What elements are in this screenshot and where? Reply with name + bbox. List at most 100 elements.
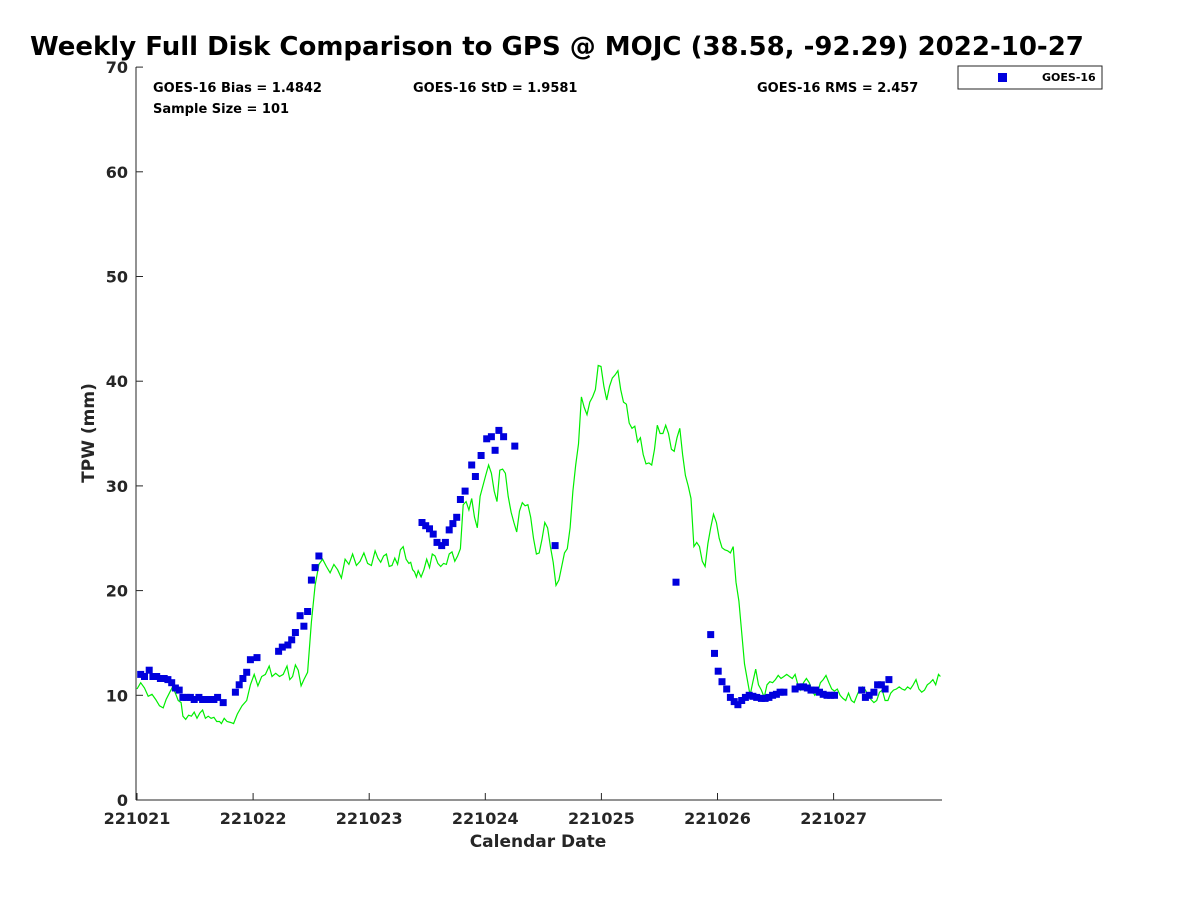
goes16-data-point xyxy=(734,701,742,709)
goes16-data-point xyxy=(426,525,433,533)
goes16-data-point xyxy=(477,452,485,459)
y-tick-label: 50 xyxy=(106,268,128,287)
goes16-data-point xyxy=(776,688,784,696)
goes16-data-point xyxy=(877,681,885,689)
goes16-data-point xyxy=(495,426,503,434)
goes16-data-point xyxy=(175,686,183,694)
goes16-data-point xyxy=(819,690,827,698)
goes16-data-point xyxy=(235,681,243,689)
goes16-data-point xyxy=(311,564,319,572)
goes16-data-point xyxy=(429,530,437,538)
goes16-data-point xyxy=(812,686,820,694)
goes16-data-point xyxy=(449,520,457,528)
goes16-data-point xyxy=(861,693,869,701)
goes16-data-point xyxy=(816,688,823,696)
y-axis-ticks: 0 10 20 30 40 50 60 70 xyxy=(106,58,143,810)
legend-label-goes16: GOES-16 xyxy=(1042,71,1096,84)
goes16-data-point xyxy=(738,697,746,704)
goes16-data-point xyxy=(468,461,476,469)
y-tick-label: 60 xyxy=(106,163,128,182)
goes16-data-point xyxy=(210,696,218,703)
goes16-data-point xyxy=(160,675,168,682)
goes16-data-point xyxy=(874,681,882,689)
goes16-data-point xyxy=(483,435,491,443)
goes16-data-point xyxy=(511,442,519,450)
goes16-data-point xyxy=(179,693,187,701)
goes16-data-point xyxy=(870,688,878,696)
goes16-data-point xyxy=(243,668,251,676)
goes16-data-point xyxy=(284,641,292,649)
goes16-data-point xyxy=(723,685,731,693)
goes16-data-point xyxy=(707,631,715,639)
x-tick-label: 221022 xyxy=(220,809,287,828)
goes16-data-point xyxy=(823,691,831,699)
goes16-data-point xyxy=(772,690,780,698)
goes16-data-point xyxy=(307,576,315,584)
goes16-data-point xyxy=(461,487,469,495)
goes16-data-point xyxy=(438,542,446,550)
goes16-data-point xyxy=(714,667,722,675)
goes16-data-point xyxy=(865,691,873,699)
goes16-series-group xyxy=(137,426,893,709)
x-tick-label: 221021 xyxy=(104,809,171,828)
goes16-data-point xyxy=(253,654,261,662)
goes16-data-point xyxy=(456,496,464,503)
y-tick-label: 40 xyxy=(106,372,128,391)
goes16-data-point xyxy=(672,578,680,586)
goes16-data-point xyxy=(418,519,426,526)
x-tick-label: 221023 xyxy=(336,809,403,828)
goes16-data-point xyxy=(803,684,811,692)
goes16-data-point xyxy=(199,696,207,703)
goes16-data-point xyxy=(202,696,210,703)
goes16-data-point xyxy=(186,693,194,701)
goes16-data-point xyxy=(275,647,283,655)
legend-box xyxy=(957,65,1103,90)
legend-marker-goes16 xyxy=(998,73,1007,82)
y-tick-label: 0 xyxy=(117,791,128,810)
goes16-data-point xyxy=(761,694,769,702)
std-stat: GOES-16 StD = 1.9581 xyxy=(413,81,577,96)
goes16-data-point xyxy=(433,538,441,546)
goes16-data-point xyxy=(141,673,148,680)
x-tick-label: 221024 xyxy=(452,809,519,828)
goes16-data-point xyxy=(145,666,153,674)
goes16-data-point xyxy=(885,676,893,684)
y-tick-label: 30 xyxy=(106,477,128,496)
goes16-data-point xyxy=(168,679,176,687)
goes16-data-point xyxy=(769,691,777,699)
goes16-data-point xyxy=(827,691,835,699)
goes16-data-point xyxy=(471,473,479,480)
goes16-data-point xyxy=(453,513,461,521)
bias-stat: GOES-16 Bias = 1.4842 xyxy=(153,81,322,96)
goes16-data-point xyxy=(745,691,753,699)
goes16-data-point xyxy=(780,688,788,696)
goes16-data-point xyxy=(858,686,866,694)
y-axis-label: TPW (mm) xyxy=(79,383,99,483)
goes16-data-point xyxy=(239,675,247,682)
goes16-data-point xyxy=(288,636,296,644)
goes16-data-point xyxy=(231,688,239,696)
goes16-data-point xyxy=(791,685,799,693)
goes16-data-point xyxy=(718,678,726,686)
goes16-data-point xyxy=(149,673,157,680)
goes16-data-point xyxy=(291,629,299,636)
plot-area: 0 10 20 30 40 50 60 70 221021 221022 221023 221024… xyxy=(104,58,942,828)
x-axis-ticks: 221021 221022 221023 221024 221025 221026 2210… xyxy=(104,793,867,828)
x-tick-label: 221025 xyxy=(568,809,635,828)
goes16-data-point xyxy=(831,691,838,699)
sample-size-stat: Sample Size = 101 xyxy=(153,102,289,117)
goes16-data-point xyxy=(278,643,286,651)
goes16-data-point xyxy=(551,542,559,550)
goes16-data-point xyxy=(422,522,430,530)
goes16-data-point xyxy=(796,683,804,691)
goes16-data-point xyxy=(487,433,495,441)
goes16-data-point xyxy=(137,670,145,678)
y-tick-label: 20 xyxy=(106,582,128,601)
goes16-data-point xyxy=(190,696,198,703)
goes16-data-point xyxy=(753,693,761,701)
goes16-data-point xyxy=(183,693,191,701)
chart-title: Weekly Full Disk Comparison to GPS @ MOJ… xyxy=(30,32,1084,62)
y-tick-label: 10 xyxy=(106,686,128,705)
